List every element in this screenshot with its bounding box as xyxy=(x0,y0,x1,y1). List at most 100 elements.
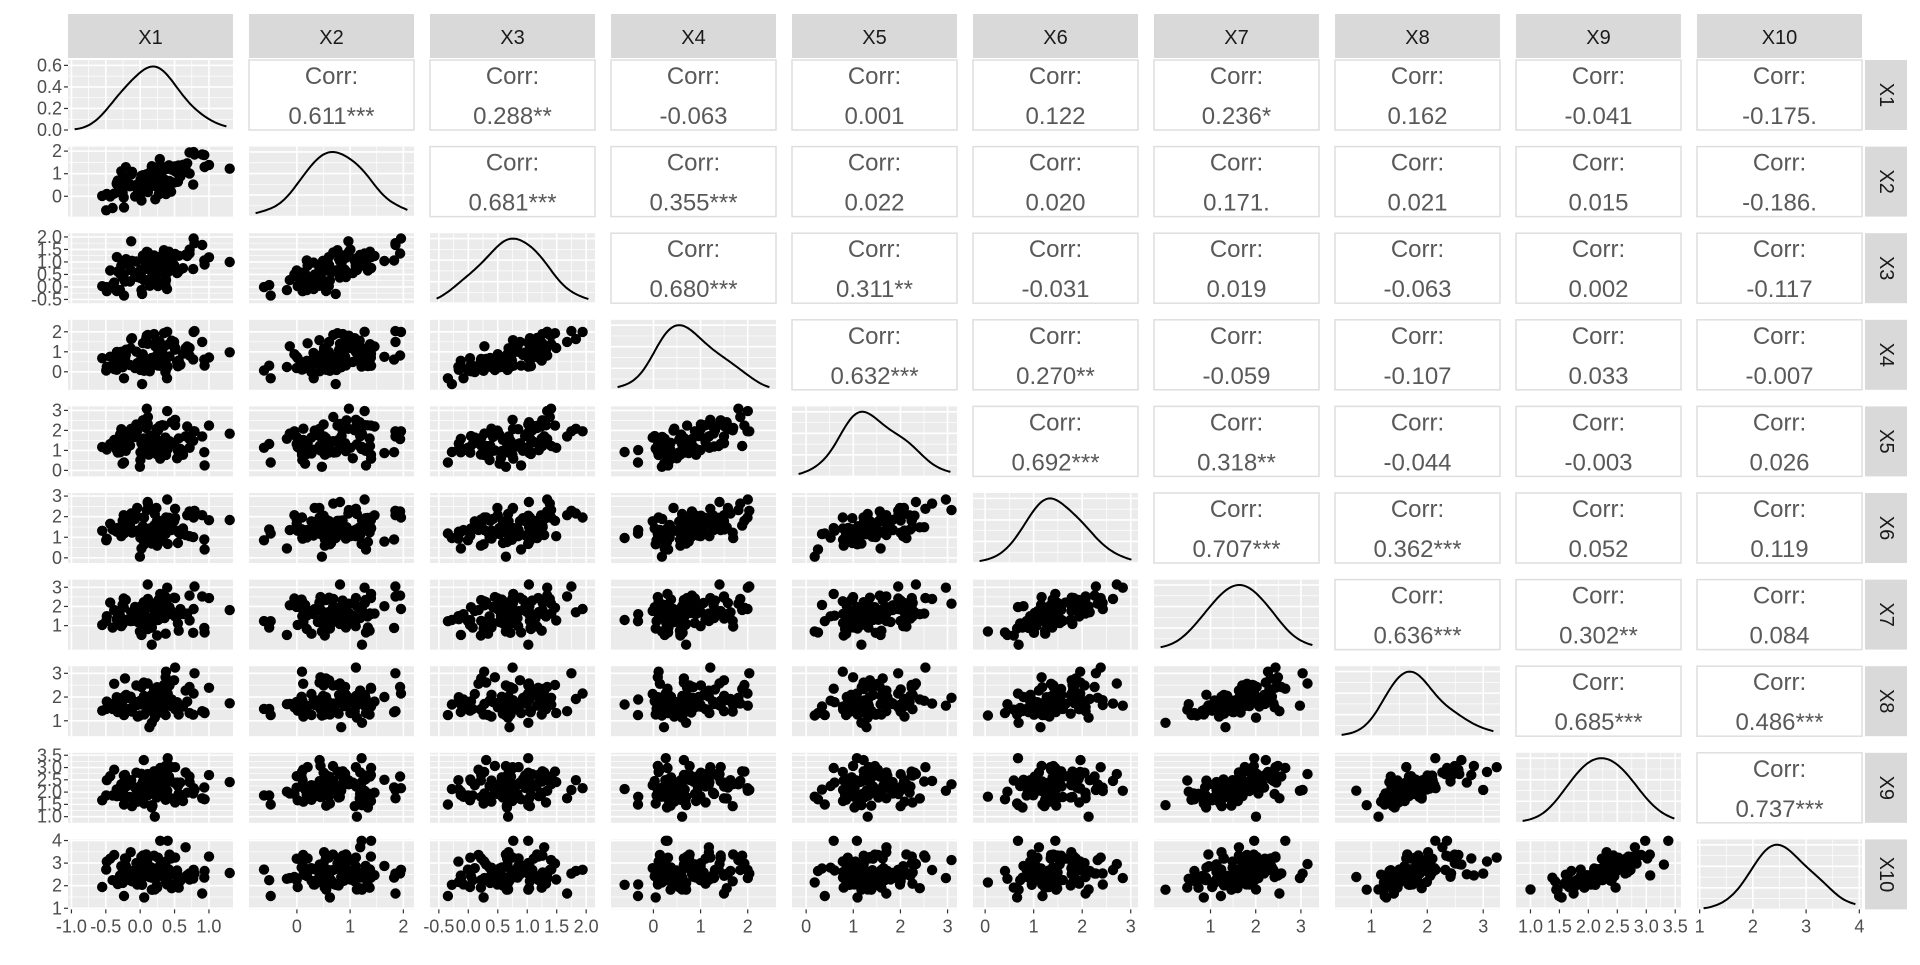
row-strip-label-x9: X9 xyxy=(1875,776,1897,800)
scatter-point xyxy=(1079,768,1089,778)
scatter-point xyxy=(551,343,561,353)
scatter-point xyxy=(361,627,371,637)
scatter-point xyxy=(843,531,853,541)
scatter-point xyxy=(534,525,544,535)
scatter-point xyxy=(157,420,167,430)
scatter-point xyxy=(297,611,307,621)
scatter-point xyxy=(138,338,148,348)
scatter-point xyxy=(389,447,399,457)
scatter-point xyxy=(881,510,891,520)
scatter-point xyxy=(379,448,389,458)
scatter-point xyxy=(153,178,163,188)
scatter-point xyxy=(282,434,292,444)
scatter-point xyxy=(119,290,129,300)
corr-label: Corr: xyxy=(1029,150,1082,177)
scatter-point xyxy=(847,513,857,523)
scatter-point xyxy=(282,285,292,295)
scatter-point xyxy=(153,774,163,784)
scatter-point xyxy=(465,697,475,707)
scatter-point xyxy=(135,710,145,720)
scatter-point xyxy=(297,856,307,866)
scatter-point xyxy=(1201,775,1211,785)
scatter-point xyxy=(453,696,463,706)
scatter-point xyxy=(144,786,154,796)
scatter-point xyxy=(341,338,351,348)
scatter-point xyxy=(478,798,488,808)
scatter-point xyxy=(178,160,188,170)
scatter-point xyxy=(147,538,157,548)
column-strip-label-x10: X10 xyxy=(1762,27,1798,49)
scatter-point xyxy=(102,856,112,866)
scatter-point xyxy=(465,615,475,625)
scatter-point xyxy=(739,766,749,776)
scatter-point xyxy=(1000,794,1010,804)
scatter-point xyxy=(1074,797,1084,807)
corr-label: Corr: xyxy=(1753,583,1806,610)
scatter-point xyxy=(465,360,475,370)
scatter-point xyxy=(1401,762,1411,772)
scatter-point xyxy=(919,522,929,532)
scatter-point xyxy=(199,460,209,470)
scatter-point xyxy=(739,680,749,690)
scatter-point xyxy=(1482,767,1492,777)
scatter-point xyxy=(663,448,673,458)
scatter-point xyxy=(324,252,334,262)
scatter-point xyxy=(633,457,643,467)
scatter-point xyxy=(389,623,399,633)
scatter-point xyxy=(359,494,369,504)
corr-label: Corr: xyxy=(1391,409,1444,436)
scatter-point xyxy=(1096,762,1106,772)
scatter-point xyxy=(508,836,518,846)
scatter-point xyxy=(849,791,859,801)
scatter-point xyxy=(266,799,276,809)
scatter-point xyxy=(1410,774,1420,784)
scatter-point xyxy=(297,667,307,677)
scatter-point xyxy=(150,194,160,204)
scatter-point xyxy=(663,627,673,637)
scatter-point xyxy=(476,705,486,715)
scatter-point xyxy=(735,865,745,875)
scatter-point xyxy=(1218,697,1228,707)
scatter-point xyxy=(300,459,310,469)
scatter-point xyxy=(119,192,129,202)
scatter-point xyxy=(130,191,140,201)
scatter-point xyxy=(1009,775,1019,785)
scatter-point xyxy=(289,702,299,712)
scatter-point xyxy=(908,598,918,608)
scatter-point xyxy=(359,406,369,416)
scatter-point xyxy=(551,874,561,884)
scatter-point xyxy=(619,784,629,794)
corr-label: Corr: xyxy=(1391,323,1444,350)
scatter-point xyxy=(324,791,334,801)
scatter-point xyxy=(546,404,556,414)
corr-label: Corr: xyxy=(1029,236,1082,263)
scatter-point xyxy=(366,796,376,806)
scatter-point xyxy=(324,697,334,707)
scatter-point xyxy=(336,440,346,450)
scatter-point xyxy=(317,462,327,472)
scatter-point xyxy=(390,888,400,898)
scatter-point xyxy=(1096,662,1106,672)
corr-value-x8-x10: 0.486*** xyxy=(1735,709,1823,736)
corr-value-x7-x10: 0.084 xyxy=(1749,623,1809,650)
row-strip-label-x3: X3 xyxy=(1875,256,1897,280)
scatter-point xyxy=(225,429,235,439)
scatter-point xyxy=(1220,722,1230,732)
scatter-point xyxy=(524,417,534,427)
scatter-point xyxy=(170,662,180,672)
scatter-point xyxy=(484,611,494,621)
scatter-point xyxy=(566,868,576,878)
scatter-point xyxy=(875,771,885,781)
scatter-point xyxy=(1037,604,1047,614)
scatter-point xyxy=(733,855,743,865)
corr-value-x6-x7: 0.707*** xyxy=(1192,536,1280,563)
scatter-point xyxy=(324,615,334,625)
scatter-point xyxy=(651,704,661,714)
scatter-point xyxy=(507,662,517,672)
scatter-point xyxy=(504,722,514,732)
scatter-point xyxy=(1032,697,1042,707)
scatter-point xyxy=(714,678,724,688)
scatter-point xyxy=(130,514,140,524)
scatter-point xyxy=(534,607,544,617)
scatter-point xyxy=(150,509,160,519)
